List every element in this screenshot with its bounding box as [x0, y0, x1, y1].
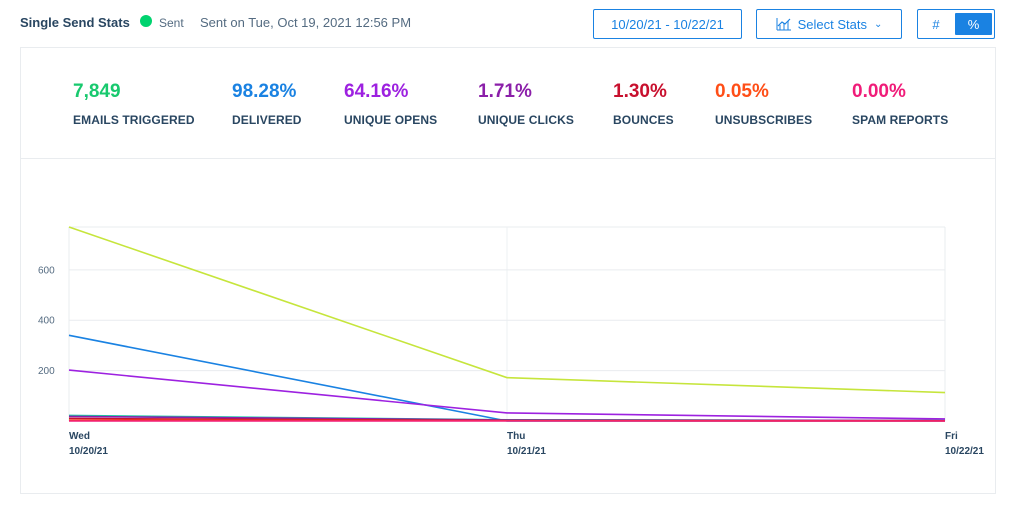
number-percent-toggle: # % [917, 9, 995, 39]
stat-label: UNIQUE CLICKS [478, 113, 574, 127]
stat-bounces: 1.30% BOUNCES [613, 80, 674, 127]
select-stats-button[interactable]: Select Stats ⌄ [756, 9, 902, 39]
stat-delivered: 98.28% DELIVERED [232, 80, 302, 127]
stat-label: UNSUBSCRIBES [715, 113, 813, 127]
date-range-label: 10/20/21 - 10/22/21 [611, 16, 724, 32]
chevron-down-icon: ⌄ [873, 18, 883, 30]
select-stats-label: Select Stats [797, 16, 867, 32]
stat-unsubscribes: 0.05% UNSUBSCRIBES [715, 80, 812, 127]
stat-value: 0.05% [715, 81, 769, 102]
stat-unique-opens: 64.16% UNIQUE OPENS [344, 80, 437, 127]
stat-label: SPAM REPORTS [852, 113, 949, 127]
status-text: Sent [159, 16, 184, 30]
stat-value: 1.71% [478, 81, 532, 102]
stat-value: 0.00% [852, 81, 906, 102]
panel-divider [21, 158, 995, 159]
stat-label: BOUNCES [613, 113, 674, 127]
stat-value: 64.16% [344, 81, 409, 102]
toggle-percent-button[interactable]: % [955, 13, 992, 35]
stat-label: DELIVERED [232, 113, 302, 127]
stat-unique-clicks: 1.71% UNIQUE CLICKS [478, 80, 574, 127]
status-dot-icon [140, 15, 152, 27]
stat-label: EMAILS TRIGGERED [73, 113, 195, 127]
sent-on-text: Sent on Tue, Oct 19, 2021 12:56 PM [200, 15, 412, 30]
date-range-button[interactable]: 10/20/21 - 10/22/21 [593, 9, 742, 39]
stat-spam-reports: 0.00% SPAM REPORTS [852, 80, 948, 127]
stat-emails-triggered: 7,849 EMAILS TRIGGERED [73, 80, 195, 127]
stat-value: 98.28% [232, 81, 297, 102]
stat-label: UNIQUE OPENS [344, 113, 438, 127]
chart-icon [776, 18, 791, 31]
page-title: Single Send Stats [20, 15, 130, 30]
stats-panel: 7,849 EMAILS TRIGGERED 98.28% DELIVERED … [20, 47, 996, 494]
stat-value: 1.30% [613, 81, 667, 102]
toggle-number-button[interactable]: # [932, 16, 940, 32]
stat-value: 7,849 [73, 81, 121, 102]
top-bar: Single Send Stats Sent Sent on Tue, Oct … [0, 0, 1024, 46]
